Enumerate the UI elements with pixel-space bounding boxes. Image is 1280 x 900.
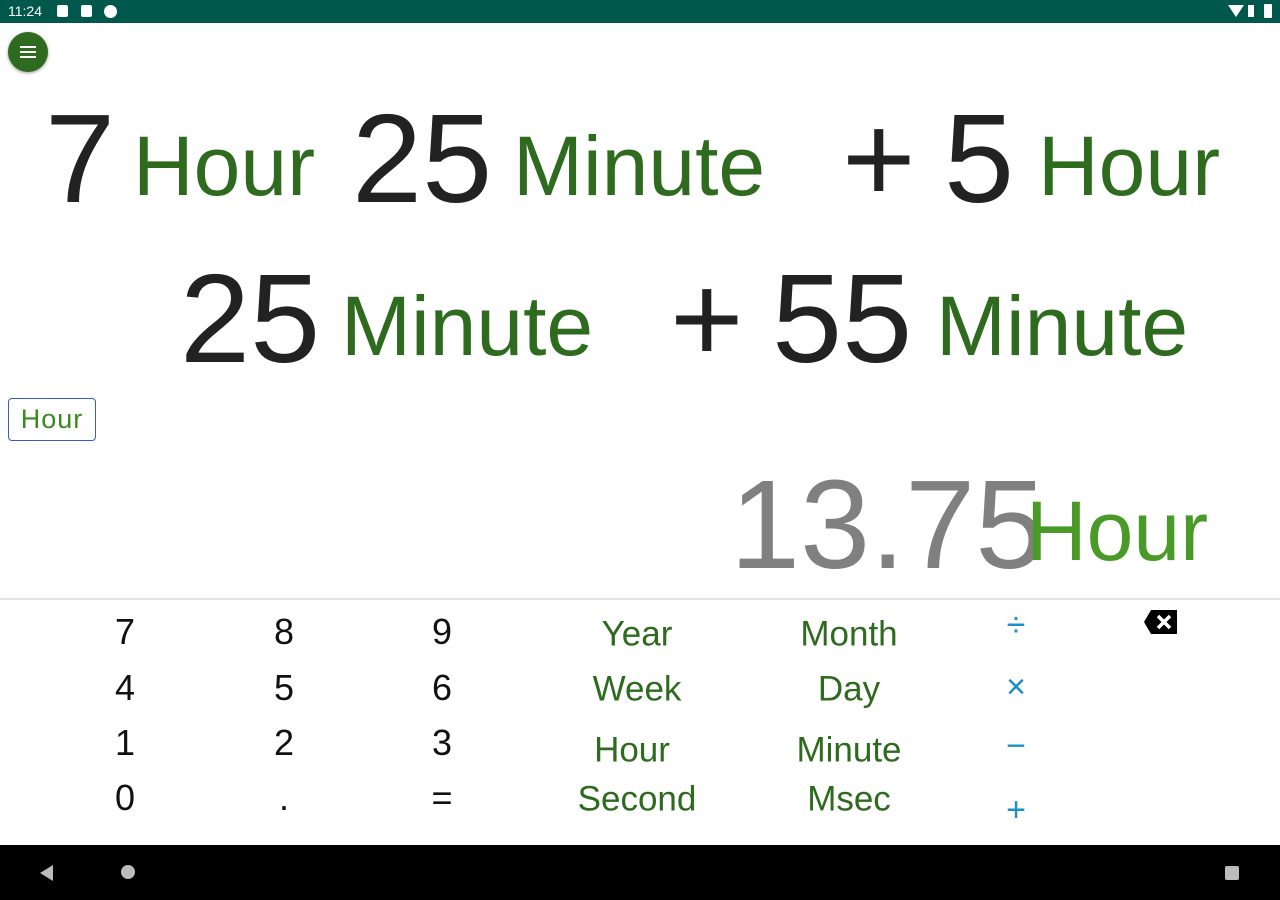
expr-unit: Minute (513, 119, 766, 213)
key-4[interactable]: 4 (114, 667, 136, 708)
key-7[interactable]: 7 (114, 611, 136, 652)
expr-number: 25 (180, 248, 321, 389)
expr-unit: Minute (936, 279, 1189, 373)
expr-number: 25 (352, 88, 493, 229)
result-value: 13.75 (730, 454, 1046, 595)
key-1[interactable]: 1 (114, 722, 136, 763)
battery-icon (1264, 4, 1272, 18)
expr-unit: Hour (1038, 119, 1221, 213)
expr-operator: + (670, 248, 744, 389)
key-equals[interactable]: = (431, 777, 453, 818)
key-second[interactable]: Second (577, 779, 697, 819)
expr-number: 5 (944, 88, 1015, 229)
status-bar: 11:24 (0, 0, 1280, 23)
home-icon[interactable] (121, 865, 135, 879)
key-2[interactable]: 2 (273, 722, 295, 763)
key-divide[interactable]: ÷ (1006, 606, 1026, 644)
signal-icon (1248, 5, 1254, 17)
result-unit: Hour (1026, 484, 1209, 578)
key-msec[interactable]: Msec (807, 779, 891, 819)
key-subtract[interactable]: − (1006, 727, 1026, 765)
sd-card-icon (81, 5, 92, 17)
recents-icon[interactable] (1225, 866, 1239, 880)
key-5[interactable]: 5 (273, 667, 295, 708)
result-unit-selector[interactable]: Hour (8, 398, 96, 441)
key-month[interactable]: Month (800, 614, 898, 654)
backspace-icon[interactable] (1143, 609, 1179, 635)
status-time: 11:24 (8, 3, 42, 19)
expr-number: 7 (45, 88, 116, 229)
key-add[interactable]: + (1006, 791, 1026, 829)
key-day[interactable]: Day (817, 669, 881, 709)
key-9[interactable]: 9 (431, 611, 453, 652)
divider (0, 598, 1280, 600)
notification-a-icon (57, 5, 68, 17)
key-week[interactable]: Week (592, 669, 682, 709)
sync-off-icon (104, 5, 117, 18)
expr-unit: Minute (341, 279, 594, 373)
key-0[interactable]: 0 (114, 777, 136, 818)
key-year[interactable]: Year (601, 614, 673, 654)
expr-operator: + (842, 88, 916, 229)
key-multiply[interactable]: × (1006, 668, 1026, 706)
key-hour[interactable]: Hour (594, 730, 670, 770)
expr-number: 55 (772, 248, 913, 389)
navigation-bar (0, 845, 1280, 900)
key-6[interactable]: 6 (431, 667, 453, 708)
back-icon[interactable] (40, 865, 53, 881)
key-8[interactable]: 8 (273, 611, 295, 652)
key-decimal[interactable]: . (278, 777, 290, 818)
wifi-icon (1228, 5, 1244, 17)
key-minute[interactable]: Minute (796, 730, 902, 770)
key-3[interactable]: 3 (431, 722, 453, 763)
menu-button[interactable] (8, 32, 48, 72)
expr-unit: Hour (133, 119, 316, 213)
